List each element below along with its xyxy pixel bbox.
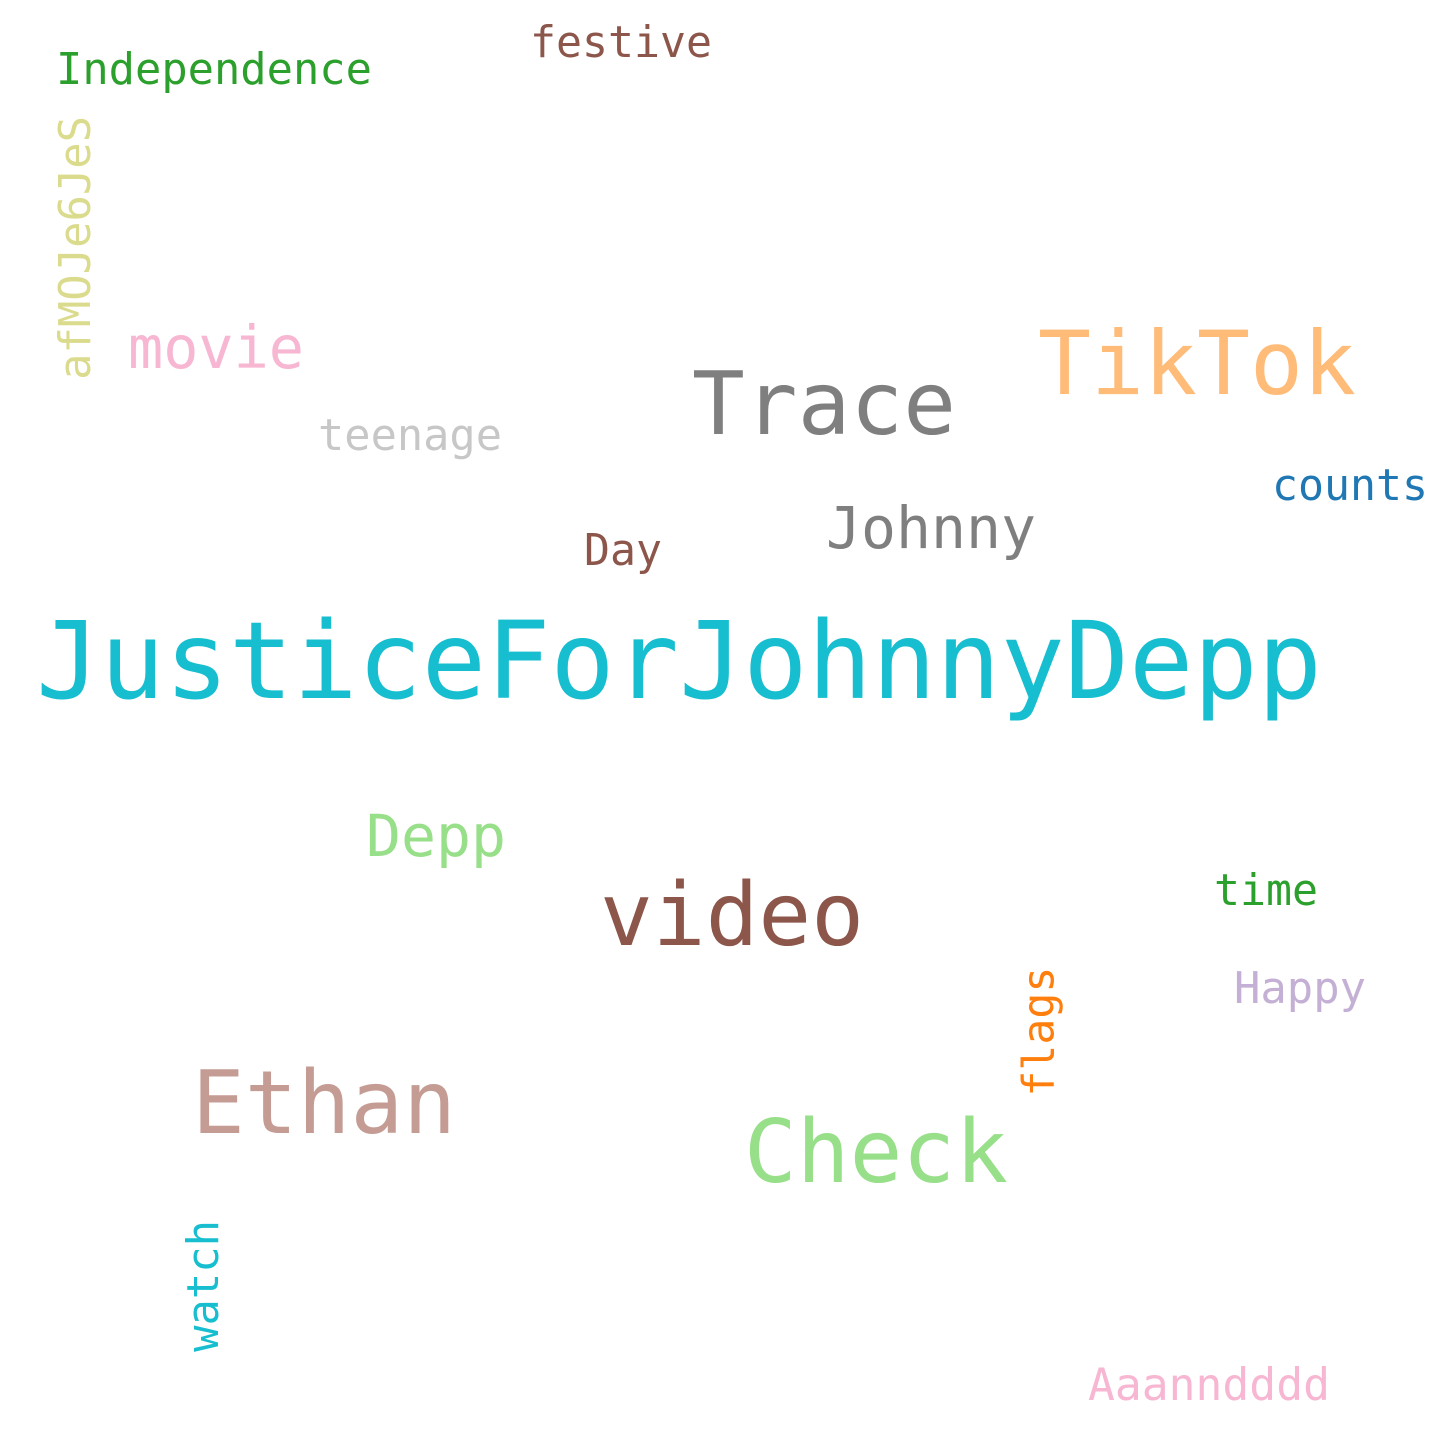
word-johnny: Johnny xyxy=(826,494,1036,563)
word-independence: Independence xyxy=(56,44,372,96)
word-movie: movie xyxy=(128,313,304,382)
word-afmoje6jes: afMOJe6JeS xyxy=(50,115,102,380)
word-video: video xyxy=(600,864,865,967)
word-teenage: teenage xyxy=(318,409,502,461)
word-depp: Depp xyxy=(366,802,506,871)
word-festive: festive xyxy=(530,18,713,69)
word-day: Day xyxy=(584,526,663,577)
word-aaanndddd: Aaanndddd xyxy=(1088,1359,1330,1412)
word-trace: Trace xyxy=(692,352,957,455)
word-check: Check xyxy=(744,1101,1009,1204)
word-flags: flags xyxy=(1014,966,1065,1097)
word-ethan: Ethan xyxy=(192,1052,457,1155)
word-watch: watch xyxy=(178,1219,230,1352)
word-time: time xyxy=(1214,866,1319,917)
word-tiktok: TikTok xyxy=(1038,311,1357,415)
word-happy: Happy xyxy=(1234,963,1366,1015)
word-justiceforjohnnydepp: JusticeForJohnnyDepp xyxy=(36,600,1322,725)
word-counts: counts xyxy=(1272,461,1429,512)
